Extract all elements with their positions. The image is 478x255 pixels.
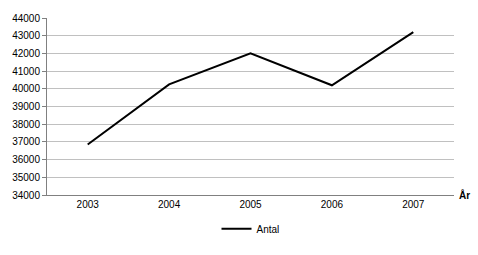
svg-text:2006: 2006 <box>321 199 344 210</box>
svg-text:44000: 44000 <box>12 13 40 24</box>
svg-text:37000: 37000 <box>12 136 40 147</box>
svg-text:39000: 39000 <box>12 101 40 112</box>
svg-text:Antal: Antal <box>257 224 280 235</box>
svg-text:41000: 41000 <box>12 66 40 77</box>
svg-text:2003: 2003 <box>77 199 100 210</box>
svg-text:36000: 36000 <box>12 154 40 165</box>
svg-text:40000: 40000 <box>12 83 40 94</box>
svg-text:2007: 2007 <box>402 199 425 210</box>
svg-text:2004: 2004 <box>158 199 181 210</box>
svg-text:2005: 2005 <box>239 199 262 210</box>
svg-text:34000: 34000 <box>12 190 40 201</box>
svg-text:42000: 42000 <box>12 48 40 59</box>
svg-text:38000: 38000 <box>12 119 40 130</box>
svg-text:43000: 43000 <box>12 30 40 41</box>
svg-text:År: År <box>459 189 470 201</box>
svg-text:35000: 35000 <box>12 172 40 183</box>
